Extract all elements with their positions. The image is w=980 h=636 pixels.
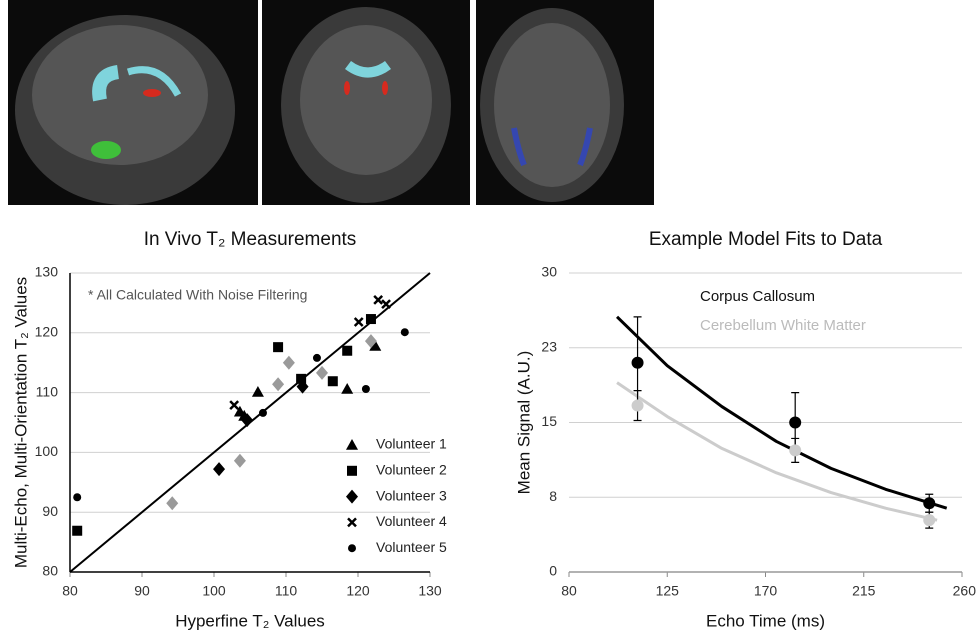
legend-marker xyxy=(348,544,356,552)
point xyxy=(259,409,267,417)
point xyxy=(166,496,178,510)
roi-red xyxy=(382,81,388,95)
x-tick-label: 260 xyxy=(953,583,977,599)
point xyxy=(362,385,370,393)
point xyxy=(73,493,81,501)
x-tick-label: 90 xyxy=(134,583,150,599)
brain-images xyxy=(8,0,654,205)
legend-marker xyxy=(346,490,358,504)
legend-marker xyxy=(348,518,356,526)
point xyxy=(341,383,353,394)
x-tick-label: 215 xyxy=(852,583,876,599)
point xyxy=(342,346,352,356)
brain xyxy=(300,25,432,175)
legend-label: Volunteer 2 xyxy=(376,462,447,478)
y-tick-label: 8 xyxy=(549,488,557,504)
x-tick-label: 125 xyxy=(656,583,680,599)
y-tick-label: 15 xyxy=(541,413,557,429)
legend-marker xyxy=(346,439,358,450)
point xyxy=(632,357,644,369)
x-tick-label: 80 xyxy=(62,583,78,599)
chart-title: Example Model Fits to Data xyxy=(649,229,883,250)
fit-curve xyxy=(617,383,937,521)
y-tick-label: 80 xyxy=(42,563,58,579)
point xyxy=(923,514,935,526)
x-tick-label: 110 xyxy=(275,583,298,599)
x-axis-label: Hyperfine T₂ Values xyxy=(175,611,325,630)
roi-red xyxy=(143,89,161,97)
legend-label: Volunteer 1 xyxy=(376,436,447,452)
x-tick-label: 120 xyxy=(346,583,370,599)
y-axis-label: Mean Signal (A.U.) xyxy=(514,351,533,495)
x-tick-label: 130 xyxy=(418,583,442,599)
point xyxy=(632,400,644,412)
y-tick-label: 23 xyxy=(541,338,557,354)
point xyxy=(283,356,295,370)
point xyxy=(789,417,801,429)
point xyxy=(234,454,246,468)
x-tick-label: 170 xyxy=(754,583,778,599)
legend-label: Corpus Callosum xyxy=(700,288,815,305)
legend-label: Volunteer 4 xyxy=(376,513,447,529)
point xyxy=(401,328,409,336)
y-tick-label: 120 xyxy=(35,324,59,340)
legend-label: Volunteer 5 xyxy=(376,539,447,555)
point xyxy=(230,401,238,409)
point xyxy=(789,444,801,456)
legend-marker xyxy=(347,466,357,476)
y-axis-label: Multi-Echo, Multi-Orientation T₂ Values xyxy=(11,277,30,568)
legend-label: Cerebellum White Matter xyxy=(700,317,866,334)
x-axis-label: Echo Time (ms) xyxy=(706,611,825,630)
brain xyxy=(494,23,610,187)
y-tick-label: 110 xyxy=(36,383,59,399)
y-tick-label: 30 xyxy=(541,264,557,280)
point xyxy=(313,354,321,362)
point xyxy=(366,314,376,324)
point xyxy=(374,296,382,304)
y-tick-label: 0 xyxy=(549,563,557,579)
point xyxy=(923,497,935,509)
chart-title: In Vivo T₂ Measurements xyxy=(144,229,357,250)
roi-green xyxy=(91,141,121,159)
figure: In Vivo T₂ Measurements Hyperfine T₂ Valu… xyxy=(0,0,980,636)
point xyxy=(328,376,338,386)
annotation: * All Calculated With Noise Filtering xyxy=(88,287,307,303)
y-tick-label: 130 xyxy=(35,264,59,280)
point xyxy=(213,462,225,476)
roi-red xyxy=(344,81,350,95)
point xyxy=(72,526,82,536)
x-tick-label: 100 xyxy=(202,583,226,599)
point xyxy=(252,386,264,397)
point xyxy=(382,300,390,308)
fit-curve xyxy=(617,317,947,508)
point xyxy=(316,366,328,380)
y-tick-label: 90 xyxy=(42,503,58,519)
point xyxy=(272,377,284,391)
legend-label: Volunteer 3 xyxy=(376,487,447,503)
x-tick-label: 80 xyxy=(561,583,577,599)
point xyxy=(273,342,283,352)
point xyxy=(355,318,363,326)
brain xyxy=(32,25,208,165)
y-tick-label: 100 xyxy=(35,443,59,459)
